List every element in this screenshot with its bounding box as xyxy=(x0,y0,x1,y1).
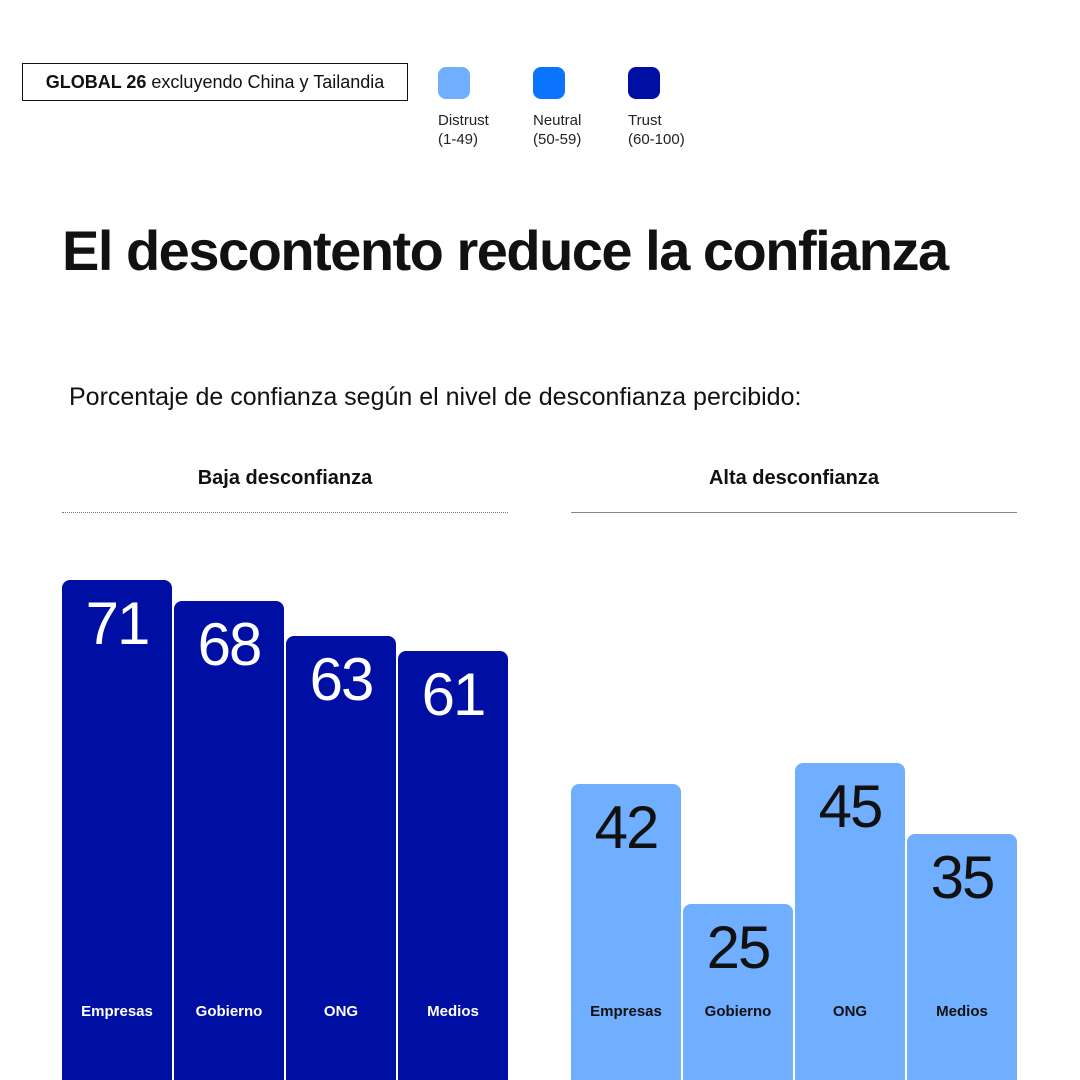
legend-swatch-distrust xyxy=(438,67,470,99)
bar-value-baja-empresas: 71 xyxy=(85,590,151,658)
scope-bold: GLOBAL 26 xyxy=(45,71,147,92)
bar-label-alta-medios: Medios xyxy=(936,1002,988,1020)
bar-value-alta-gobierno: 25 xyxy=(706,914,772,981)
bar-label-alta-empresas: Empresas xyxy=(590,1002,662,1020)
panel-alta-desconfianza: Alta desconfianza 42 Empresas 25 Gobierno 45… xyxy=(571,0,1017,1080)
bar-value-baja-gobierno: 68 xyxy=(197,611,263,679)
bar-label-baja-medios: Medios xyxy=(427,1002,479,1020)
bar-label-baja-ong: ONG xyxy=(323,1002,359,1020)
legend-label-distrust: Distrust xyxy=(438,112,489,129)
bar-value-alta-medios: 35 xyxy=(930,843,996,911)
bar-baja-gobierno: 68 Gobierno xyxy=(174,601,284,1080)
bar-alta-gobierno: 25 Gobierno xyxy=(683,904,793,1080)
legend-label-neutral: Neutral xyxy=(533,112,582,129)
chart-subtitle: Porcentaje de confianza según el nivel d… xyxy=(69,383,802,411)
legend-neutral: Neutral (50-59) xyxy=(533,67,623,149)
scope-rest: excluyendo China y Tailandia xyxy=(151,71,385,92)
bar-value-alta-empresas: 42 xyxy=(594,794,660,862)
bar-label-baja-empresas: Empresas xyxy=(81,1002,153,1020)
legend-range-trust: (60-100) xyxy=(628,131,685,148)
panel-title-baja: Baja desconfianza xyxy=(197,467,373,489)
bar-value-baja-ong: 63 xyxy=(309,646,375,714)
legend-swatch-neutral xyxy=(533,67,565,99)
legend-range-neutral: (50-59) xyxy=(533,131,582,148)
bar-baja-medios: 61 Medios xyxy=(398,650,508,1080)
bar-value-baja-medios: 61 xyxy=(421,660,487,728)
bar-alta-ong: 45 ONG xyxy=(795,763,905,1080)
scope-label: GLOBAL 26 excluyendo China y Tailandia xyxy=(22,63,408,101)
bar-baja-ong: 63 ONG xyxy=(286,636,396,1080)
bar-alta-medios: 35 Medios xyxy=(907,833,1017,1080)
panel-baja-desconfianza: Baja desconfianza 71 Empresas 68 Gobierno 63… xyxy=(62,0,508,1080)
bar-label-baja-gobierno: Gobierno xyxy=(195,1002,263,1020)
legend-distrust: Distrust (1-49) xyxy=(438,67,528,149)
legend-trust: Trust (60-100) xyxy=(628,67,718,149)
panel-divider-baja xyxy=(62,512,508,513)
bar-baja-empresas: 71 Empresas xyxy=(62,580,172,1080)
chart-title: El descontento reduce la confianza xyxy=(62,219,949,282)
bar-alta-empresas: 42 Empresas xyxy=(571,784,681,1080)
bar-value-alta-ong: 45 xyxy=(818,773,884,841)
panel-title-alta: Alta desconfianza xyxy=(708,467,880,489)
panel-divider-alta xyxy=(571,512,1017,513)
bar-label-alta-ong: ONG xyxy=(832,1002,868,1020)
legend-swatch-trust xyxy=(628,67,660,99)
legend-range-distrust: (1-49) xyxy=(438,131,479,148)
bar-label-alta-gobierno: Gobierno xyxy=(704,1003,772,1020)
legend-label-trust: Trust xyxy=(628,112,662,129)
